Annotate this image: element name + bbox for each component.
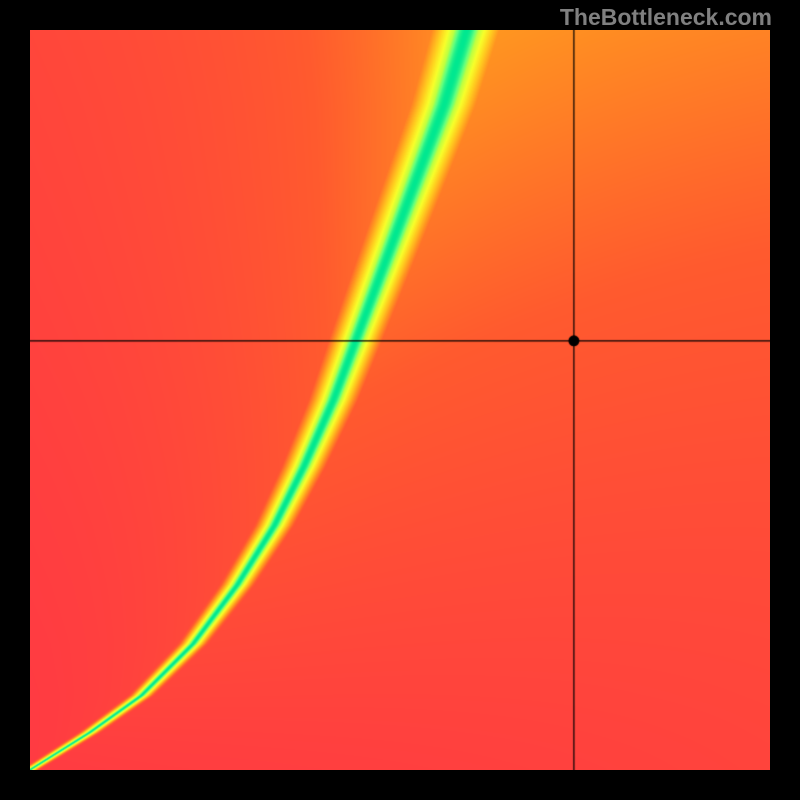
heatmap-plot: [30, 30, 770, 770]
heatmap-canvas: [30, 30, 770, 770]
watermark-text: TheBottleneck.com: [560, 4, 772, 31]
